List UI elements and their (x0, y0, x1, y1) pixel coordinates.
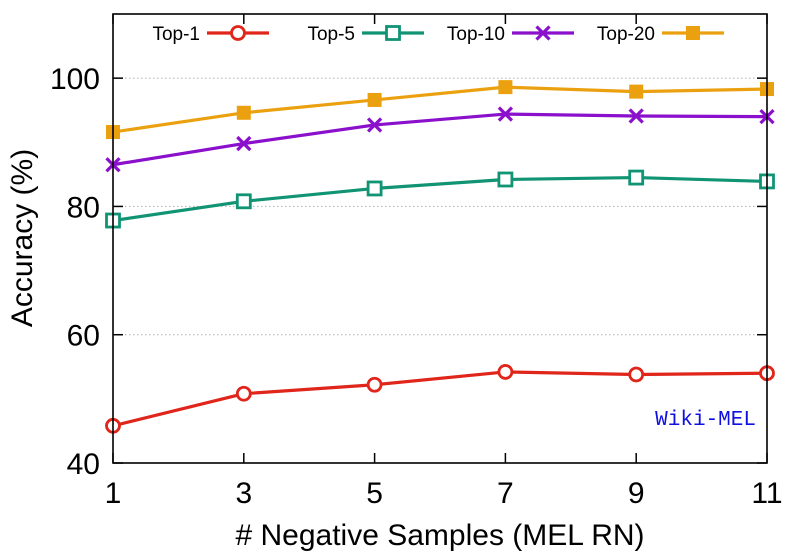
point-top-20-x5 (367, 92, 382, 107)
x-tick-label-9: 9 (628, 477, 645, 510)
point-top-10-x7 (497, 106, 514, 122)
x-tick-label-1: 1 (105, 477, 122, 510)
series-group (105, 80, 775, 434)
x-tick-label-3: 3 (235, 477, 252, 510)
legend-marker-top-20 (686, 26, 700, 40)
x-tick-label-11: 11 (751, 477, 782, 510)
y-tick-labels: 40 60 80 100 (50, 63, 100, 481)
point-top-1-x9 (628, 366, 645, 383)
y-tick-label-40: 40 (67, 448, 100, 481)
y-tick-label-60: 60 (67, 320, 100, 353)
legend-marker-top-5 (385, 25, 401, 41)
legend: Top-1 Top-5 Top-10 Top-20 (152, 24, 724, 45)
series-line-top-20 (112, 85, 768, 134)
series-line-top-5 (112, 175, 768, 223)
series-top-10 (105, 106, 775, 173)
legend-item-top-5: Top-5 (307, 24, 424, 45)
series-top-20 (106, 80, 774, 140)
legend-label-top-1: Top-1 (152, 24, 200, 45)
point-top-5-x7 (497, 171, 514, 188)
y-axis-title: Accuracy (%) (6, 149, 39, 327)
legend-item-top-20: Top-20 (597, 24, 724, 45)
x-tick-labels: 1 3 5 7 9 11 (105, 477, 783, 510)
point-top-5-x9 (628, 169, 645, 186)
tick-marks (112, 14, 768, 464)
point-top-20-x7 (498, 80, 513, 95)
plot-frame (112, 13, 768, 464)
legend-marker-top-1 (230, 25, 246, 41)
point-top-5-x5 (366, 180, 383, 197)
point-top-10-x9 (628, 108, 644, 124)
annotation-label: Wiki-MEL (655, 409, 756, 432)
x-tick-label-5: 5 (366, 477, 383, 510)
x-tick-label-7: 7 (497, 477, 514, 510)
grid-lines (113, 77, 767, 336)
legend-label-top-5: Top-5 (307, 24, 355, 45)
series-top-1 (105, 364, 775, 434)
legend-label-top-10: Top-10 (447, 24, 505, 45)
point-top-1-x3 (235, 385, 252, 402)
legend-item-top-10: Top-10 (447, 24, 574, 45)
point-top-20-x3 (236, 105, 251, 120)
y-tick-label-100: 100 (50, 63, 100, 96)
y-tick-label-80: 80 (67, 191, 100, 224)
point-top-20-x9 (629, 84, 644, 99)
series-line-top-10 (112, 112, 768, 167)
legend-item-top-1: Top-1 (152, 24, 269, 45)
legend-label-top-20: Top-20 (597, 24, 655, 45)
point-top-5-x3 (235, 193, 252, 210)
legend-marker-top-10 (535, 25, 551, 41)
point-top-10-x5 (366, 117, 383, 133)
series-line-top-1 (112, 370, 768, 428)
point-top-10-x3 (236, 135, 252, 152)
point-top-1-x7 (497, 364, 514, 380)
point-top-1-x5 (366, 376, 383, 393)
x-axis-title: # Negative Samples (MEL RN) (235, 519, 644, 552)
